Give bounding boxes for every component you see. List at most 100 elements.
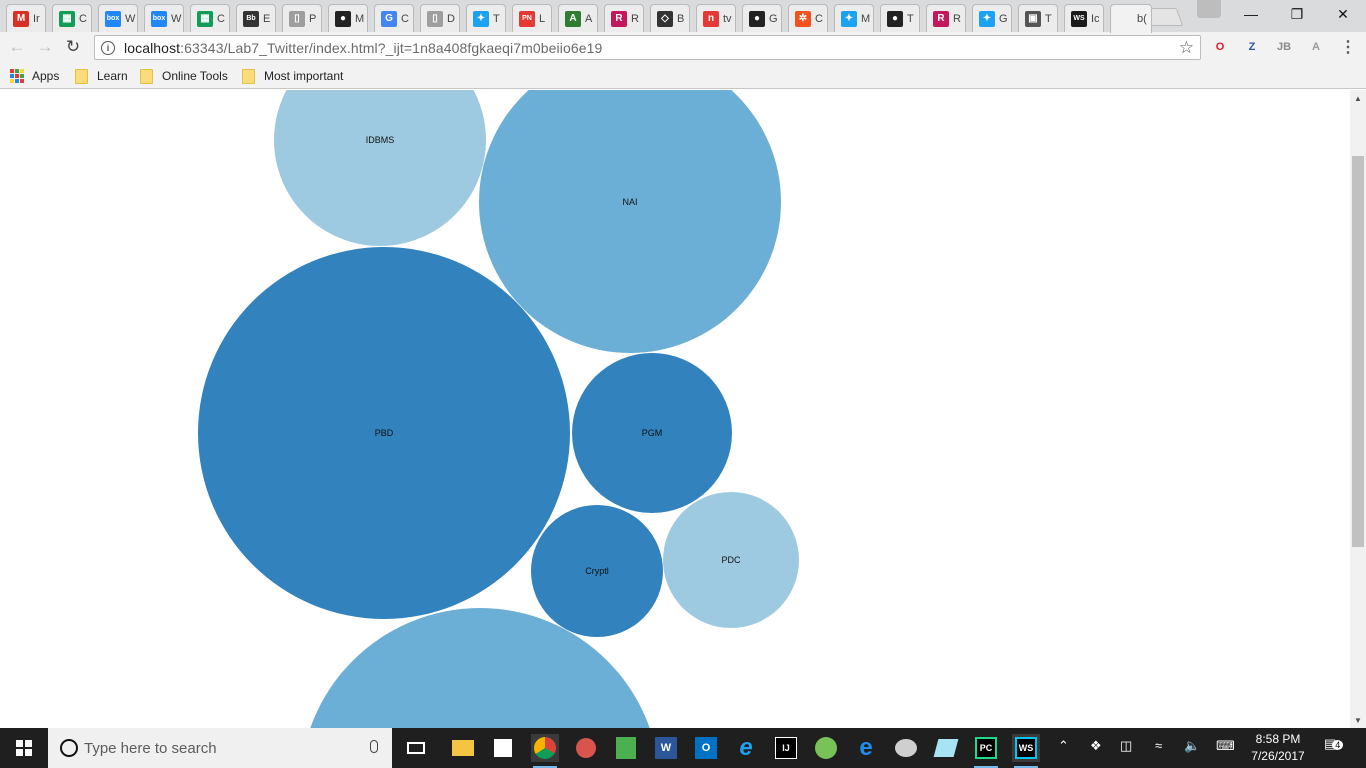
edge-icon[interactable]: e — [859, 734, 873, 761]
intellij-icon[interactable]: IJ — [772, 734, 800, 762]
pycharm-icon[interactable]: PC — [972, 734, 1000, 768]
scroll-up-icon[interactable]: ▲ — [1354, 93, 1362, 103]
bubble-nai[interactable] — [479, 90, 781, 353]
chrome-icon[interactable] — [531, 734, 559, 768]
bookmark-learn[interactable]: Learn — [75, 67, 128, 85]
tab-10[interactable]: ▯ D — [420, 4, 460, 32]
internet-explorer-icon[interactable]: e — [739, 734, 753, 761]
bubble-pbd[interactable] — [198, 247, 570, 619]
tab-15[interactable]: ◇ B — [650, 4, 690, 32]
tab-3[interactable]: box W — [98, 4, 138, 32]
jetbrains-icon[interactable]: JB — [1276, 41, 1292, 53]
store-icon[interactable] — [489, 734, 517, 762]
info-icon[interactable]: i — [101, 40, 115, 55]
bookmark-star-icon[interactable]: ☆ — [1178, 38, 1194, 57]
file-explorer-icon[interactable] — [449, 734, 477, 762]
tab-2[interactable]: ▦ C — [52, 4, 92, 32]
tab-8[interactable]: ● M — [328, 4, 368, 32]
outlook-icon[interactable]: O — [692, 734, 720, 762]
restore-button[interactable]: ❐ — [1290, 5, 1304, 22]
netflix-like-icon: n — [703, 10, 719, 27]
tab-11[interactable]: ✦ T — [466, 4, 506, 32]
battery-icon[interactable]: ◫ — [1120, 738, 1133, 753]
bubble-pdc[interactable] — [663, 492, 799, 628]
bubble-label: Cryptl — [585, 566, 609, 576]
bookmark-online-tools[interactable]: Online Tools — [140, 67, 228, 85]
notes-icon[interactable] — [932, 734, 960, 762]
bubble-idbms[interactable] — [274, 90, 486, 246]
word-icon[interactable]: W — [652, 734, 680, 762]
clock-time: 8:58 PM — [1255, 732, 1301, 746]
bookmark-apps[interactable]: Apps — [10, 67, 59, 85]
bubble-cryptl[interactable] — [531, 505, 663, 637]
profile-button[interactable] — [1197, 0, 1221, 18]
tab-19[interactable]: ✦ M — [834, 4, 874, 32]
keyboard-icon[interactable]: ⌨ — [1216, 738, 1235, 753]
tab-5[interactable]: ▦ C — [190, 4, 230, 32]
box-icon: box — [105, 10, 121, 27]
scrollbar-thumb[interactable] — [1352, 156, 1364, 547]
tab-title: R — [631, 12, 639, 25]
dropbox-icon[interactable]: ❖ — [1090, 738, 1102, 753]
action-center-icon[interactable]: ▤4 — [1324, 736, 1344, 752]
zotero-icon[interactable]: Z — [1248, 41, 1256, 53]
bubble-pgm[interactable] — [572, 353, 732, 513]
pn-icon: PN — [519, 10, 535, 27]
project-icon[interactable] — [612, 734, 640, 762]
tab-25[interactable]: b(✕ — [1110, 4, 1152, 33]
sheets-icon: ▦ — [59, 10, 75, 27]
vertical-scrollbar[interactable]: ▲ ▼ — [1350, 90, 1366, 728]
tab-24[interactable]: WS Ic — [1064, 4, 1104, 32]
minimize-button[interactable]: — — [1244, 6, 1258, 22]
tab-12[interactable]: PN L — [512, 4, 552, 32]
address-bar[interactable]: i localhost:63343/Lab7_Twitter/index.htm… — [94, 35, 1201, 60]
tab-4[interactable]: box W — [144, 4, 184, 32]
microphone-icon[interactable] — [370, 740, 378, 753]
back-button[interactable]: ← — [8, 37, 26, 56]
tab-title: D — [447, 12, 455, 25]
gmail-icon: M — [13, 10, 29, 27]
tab-1[interactable]: M Ir — [6, 4, 46, 32]
task-view-icon[interactable] — [402, 734, 430, 762]
tab-20[interactable]: ● T — [880, 4, 920, 32]
menu-icon[interactable]: ⋮ — [1340, 39, 1356, 56]
tab-7[interactable]: ▯ P — [282, 4, 322, 32]
android-studio-icon[interactable] — [812, 734, 840, 762]
volume-icon[interactable]: 🔈 — [1184, 738, 1201, 753]
close-window-button[interactable]: ✕ — [1337, 5, 1349, 22]
page-icon — [1117, 11, 1133, 27]
start-button[interactable] — [0, 728, 48, 768]
tab-23[interactable]: ▣ T — [1018, 4, 1058, 32]
system-clock[interactable]: 8:58 PM 7/26/2017 — [1248, 731, 1308, 765]
bubble-unlabeled[interactable] — [300, 608, 660, 728]
tab-6[interactable]: Bb E — [236, 4, 276, 32]
tab-title: M — [861, 12, 871, 25]
tab-16[interactable]: n tv — [696, 4, 736, 32]
snipping-tool-icon[interactable] — [572, 734, 600, 762]
opera-icon[interactable]: O — [1215, 41, 1225, 53]
forward-button[interactable]: → — [36, 37, 54, 56]
r-icon: R — [611, 10, 627, 27]
tab-17[interactable]: ● G — [742, 4, 782, 32]
bookmark-label: Online Tools — [162, 69, 228, 83]
url-text[interactable]: localhost:63343/Lab7_Twitter/index.html?… — [124, 40, 602, 56]
r-icon: R — [933, 10, 949, 27]
webstorm-icon[interactable]: WS — [1012, 734, 1040, 768]
tab-18[interactable]: ✲ C — [788, 4, 828, 32]
wifi-icon[interactable]: ≈ — [1155, 738, 1163, 753]
show-hidden-icons[interactable]: ⌃ — [1058, 738, 1069, 753]
taskbar-search[interactable]: Type here to search — [48, 728, 392, 768]
extension-icon[interactable]: A — [1312, 41, 1320, 53]
bookmark-most-important[interactable]: Most important — [242, 67, 343, 85]
scroll-down-icon[interactable]: ▼ — [1354, 715, 1362, 725]
tab-title: T — [493, 12, 500, 25]
paint-icon[interactable] — [892, 734, 920, 762]
reload-button[interactable]: ↻ — [65, 37, 81, 56]
browser-toolbar: ← → ↻ i localhost:63343/Lab7_Twitter/ind… — [0, 32, 1366, 63]
notification-count: 4 — [1332, 740, 1344, 750]
tab-22[interactable]: ✦ G — [972, 4, 1012, 32]
